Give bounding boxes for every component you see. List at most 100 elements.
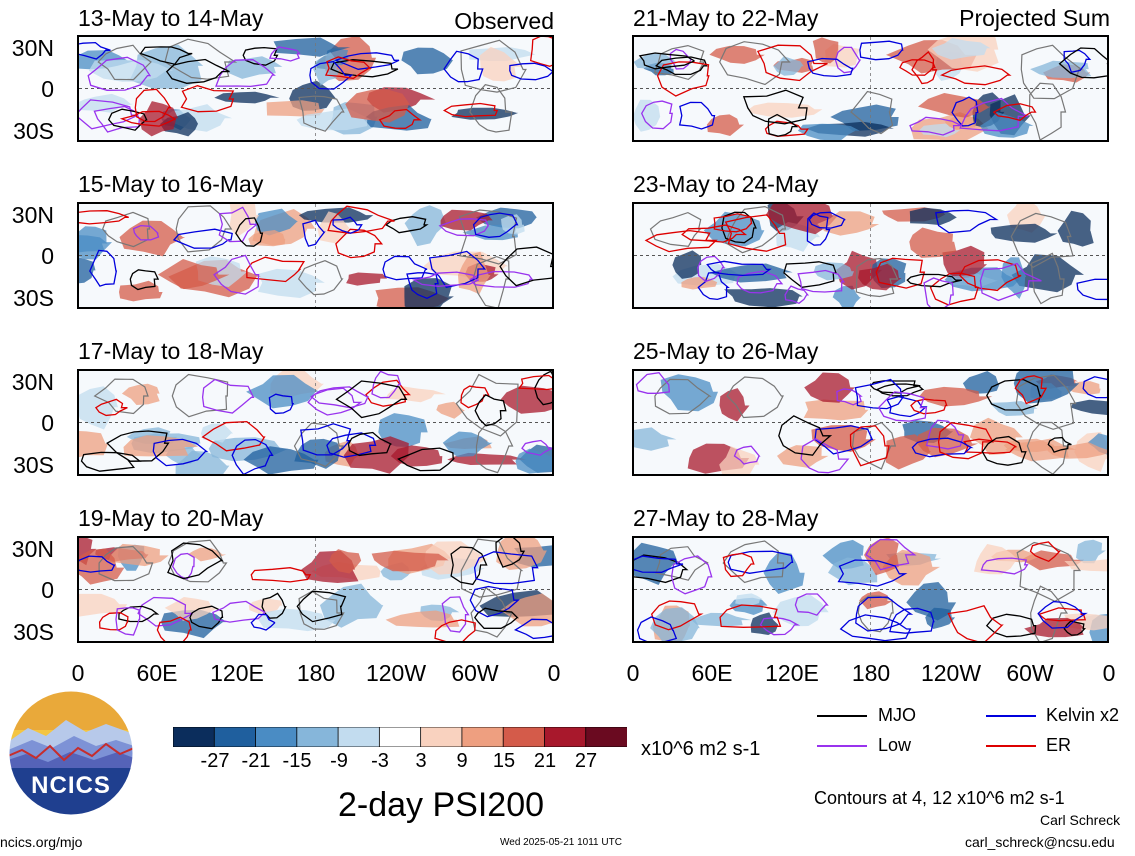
anomaly-shade (634, 427, 677, 451)
lon-label-180: 180 (851, 660, 891, 686)
lat-label-eq: 0 (41, 243, 54, 269)
anomaly-shade (989, 401, 1038, 416)
wave-contour (636, 616, 678, 641)
wave-contour (324, 56, 372, 80)
author-email[interactable]: carl_schreck@ncsu.edu (965, 834, 1115, 850)
anomaly-shade (79, 257, 96, 284)
wave-contour (959, 97, 1029, 132)
colorbar-label: 27 (574, 750, 598, 772)
wave-contour (669, 48, 693, 70)
wave-contour (909, 116, 962, 136)
anomaly-shade (187, 547, 227, 562)
wave-contour (865, 538, 917, 571)
lon-label-120e: 120E (765, 660, 819, 686)
panel-title-left-3: 17-May to 18-May (78, 338, 264, 364)
wave-contour (706, 260, 772, 277)
wave-contour (992, 103, 1037, 122)
wave-contour (656, 61, 710, 97)
colorbar-swatch (585, 726, 628, 748)
coastline (102, 211, 151, 248)
panel-title-right-4: 27-May to 28-May (633, 505, 819, 531)
lat-label-30n: 30N (11, 536, 54, 562)
wave-contour (980, 557, 1029, 575)
wave-contour (899, 59, 936, 76)
coastline (470, 586, 513, 638)
anomaly-shade (817, 211, 880, 236)
anomaly-shade (931, 38, 991, 60)
wave-contour (371, 371, 402, 399)
wave-contour (119, 110, 176, 127)
legend-line-low (817, 745, 867, 747)
anomaly-shade (706, 114, 744, 136)
anomaly-shade (442, 431, 493, 457)
wave-contour (854, 378, 905, 410)
wave-contour (1063, 49, 1092, 74)
wave-contour (172, 228, 233, 249)
wave-contour (670, 555, 713, 595)
site-link[interactable]: ncics.org/mjo (0, 834, 83, 850)
anomaly-shade (859, 591, 893, 610)
map-panel-projected-1 (632, 35, 1109, 142)
wave-contour (330, 59, 399, 78)
coastline (1015, 374, 1077, 430)
anomaly-shade (500, 385, 552, 414)
wave-contour (644, 229, 718, 253)
coastline (724, 205, 787, 254)
anomaly-shade (440, 209, 493, 231)
coastline (460, 538, 524, 598)
anomaly-shade (634, 542, 679, 585)
wave-contour (517, 374, 552, 391)
lon-label-0: 0 (1102, 660, 1116, 686)
coastline (719, 41, 791, 86)
wave-contour (443, 50, 484, 83)
wave-contour (268, 46, 301, 62)
anomaly-shade (812, 37, 839, 64)
coastline (850, 90, 894, 135)
wave-contour (1082, 376, 1107, 399)
wave-contour (855, 596, 914, 632)
wave-contour (250, 613, 276, 631)
lon-label-60e: 60E (691, 660, 733, 686)
map-panel-projected-2 (632, 202, 1109, 309)
anomaly-shade (248, 230, 286, 247)
wave-contour (335, 380, 408, 419)
lat-label-30n: 30N (11, 35, 54, 61)
anomaly-shade (119, 220, 186, 257)
wave-contour (721, 211, 757, 244)
colorbar-label: 21 (533, 750, 557, 772)
wave-contour (307, 387, 363, 416)
coastline (653, 44, 705, 81)
anomaly-shade (401, 47, 453, 75)
wave-contour (1037, 600, 1088, 629)
wave-contour (1047, 436, 1072, 453)
coastline (726, 376, 784, 419)
wave-contour (261, 592, 287, 619)
wave-contour (118, 605, 160, 623)
lat-label-eq: 0 (41, 410, 54, 436)
wave-contour (800, 438, 850, 474)
wave-contour (428, 250, 487, 289)
anomaly-shade (79, 430, 108, 458)
wave-contour (79, 210, 129, 225)
lat-label-30n: 30N (11, 202, 54, 228)
wave-contour (365, 379, 412, 407)
lat-label-eq: 0 (41, 76, 54, 102)
map-panel-observed-2 (77, 202, 554, 309)
wave-contour (529, 37, 552, 67)
coastline (98, 545, 154, 582)
wave-contour (302, 219, 326, 247)
anomaly-shade (385, 610, 460, 628)
lon-label-120w: 120W (920, 660, 982, 686)
wave-contour (1029, 541, 1062, 563)
wave-contour (937, 422, 994, 460)
wave-contour (231, 438, 274, 474)
wave-contour (434, 619, 476, 641)
wave-contour (326, 432, 377, 458)
anomaly-shade (79, 226, 112, 260)
wave-contour (534, 371, 552, 406)
anomaly-shade (980, 112, 1034, 138)
anomaly-shade (500, 593, 552, 627)
anomaly-shade (1064, 559, 1107, 572)
wave-contour (839, 614, 912, 641)
wave-contour (98, 612, 129, 631)
